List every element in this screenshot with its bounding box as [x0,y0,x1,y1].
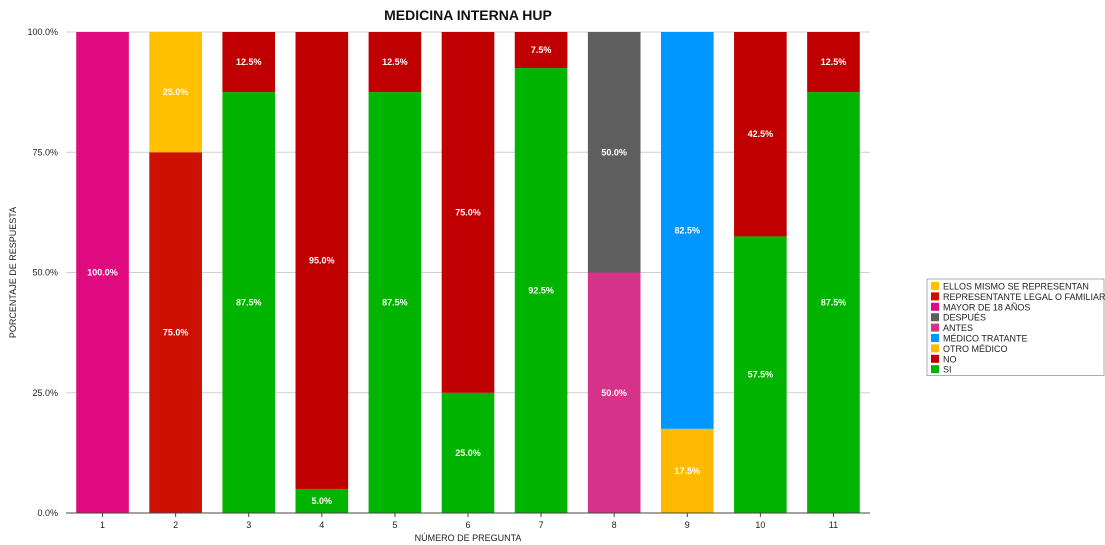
legend-swatch [931,282,939,290]
chart-title: MEDICINA INTERNA HUP [384,7,552,23]
bar-segment [222,32,276,93]
data-label: 57.5% [748,370,774,380]
x-tick-label: 11 [829,520,838,530]
legend-swatch [931,313,939,322]
x-axis-label: NÚMERO DE PREGUNTA [415,533,522,543]
legend-swatch [931,354,939,363]
data-label: 25.0% [163,87,189,97]
legend: ELLOS MISMO SE REPRESENTANREPRESENTANTE … [926,278,1105,376]
data-label: 75.0% [163,328,189,338]
data-label: 75.0% [455,207,481,217]
data-label: 12.5% [382,57,408,67]
legend-swatch [931,302,939,311]
legend-entry: OTRO MÉDICO [943,344,1008,354]
y-tick-label: 100.0% [27,27,58,37]
data-label: 95.0% [309,255,335,265]
data-label: 12.5% [236,57,262,67]
bar-segment [149,152,202,513]
bar-segment [222,92,276,513]
y-tick-label: 50.0% [32,268,58,278]
legend-box [926,278,1105,376]
x-tick-label: 9 [685,520,690,530]
x-tick-label: 6 [465,520,470,530]
data-label: 5.0% [312,496,333,506]
x-tick-label: 1 [100,520,105,530]
legend-entry: MÉDICO TRATANTE [943,334,1028,344]
legend-entry: DESPUÉS [943,313,986,323]
bar-segment [149,32,202,153]
legend-entry: SI [943,365,952,375]
data-label: 92.5% [528,286,554,296]
bar-segment [734,32,787,237]
data-label: 7.5% [531,45,552,55]
legend-entry: MAYOR DE 18 AÑOS [943,302,1030,312]
bar-segment [368,32,422,93]
data-label: 87.5% [236,298,262,308]
bar-segment [295,488,349,513]
data-label: 87.5% [821,298,847,308]
legend-swatch [931,334,939,342]
x-tick-label: 8 [612,520,617,530]
data-label: 42.5% [748,129,774,139]
bar-segment [514,68,568,513]
x-tick-label: 7 [539,520,544,530]
y-axis-ticks: 0.0% 25.0% 50.0% 75.0% 100.0% [27,27,58,518]
data-label: 50.0% [601,147,627,157]
data-label: 100.0% [87,268,118,278]
x-tick-label: 5 [392,520,397,530]
bar-segment [368,92,422,513]
y-tick-label: 75.0% [32,147,58,157]
data-label: 25.0% [455,448,481,458]
bar-segment [587,32,641,273]
bar-segment [660,428,714,513]
y-axis-label: PORCENTAJE DE RESPUESTA [8,207,18,338]
legend-entry: NO [943,354,957,364]
x-tick-label: 4 [319,520,324,530]
bar-segment [295,32,349,489]
bar-segment [734,236,787,514]
bar-segment [660,32,714,429]
bar-segment [587,272,641,513]
legend-entry: ELLOS MISMO SE REPRESENTAN [943,282,1089,292]
x-tick-label: 10 [755,520,765,530]
x-axis-ticks: 1 2 3 4 5 6 7 8 9 10 11 [100,513,838,530]
legend-entry: REPRESENTANTE LEGAL O FAMILIAR [943,292,1105,302]
y-tick-label: 25.0% [32,388,58,398]
x-tick-label: 2 [173,520,178,530]
data-label: 12.5% [821,57,847,67]
x-tick-label: 3 [246,520,251,530]
bar-segment [441,392,495,513]
legend-swatch [931,344,939,353]
data-label: 82.5% [675,225,701,235]
legend-swatch [931,292,939,301]
data-label: 17.5% [675,466,701,476]
bar-segment [514,32,568,69]
bar-segment [807,92,860,513]
bar-segment [807,32,860,93]
legend-swatch [931,365,939,374]
data-label: 87.5% [382,298,408,308]
bar-segment [441,32,495,393]
legend-swatch [931,323,939,332]
legend-entry: ANTES [943,323,973,333]
data-label: 50.0% [601,388,627,398]
bar-segment [76,32,129,513]
bars: 100.0% 75.0% 25.0% 87.5% 12.5% 5.0% 95.0% 87.5%… [76,32,860,514]
y-tick-label: 0.0% [37,508,58,518]
